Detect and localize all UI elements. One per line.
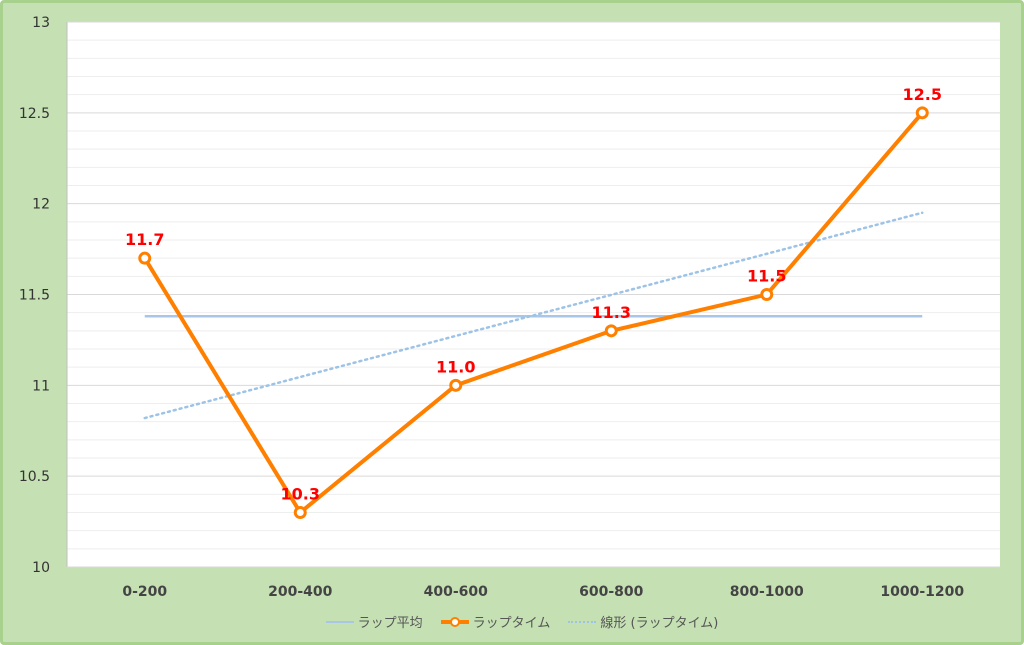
legend-item-trend: 線形 (ラップタイム) bbox=[568, 612, 718, 631]
legend-label-trend: 線形 (ラップタイム) bbox=[600, 616, 719, 631]
data-label: 12.5 bbox=[903, 85, 942, 104]
legend: ラップ平均 ラップタイム 線形 (ラップタイム) bbox=[0, 612, 1024, 634]
average-line-swatch bbox=[325, 616, 354, 628]
lap-time-point bbox=[604, 324, 618, 338]
x-tick-label: 600-800 bbox=[579, 584, 644, 600]
x-tick-label: 400-600 bbox=[424, 584, 489, 600]
trend-line bbox=[143, 211, 924, 420]
x-tick-label: 800-1000 bbox=[730, 584, 804, 600]
y-tick-label: 10.5 bbox=[19, 469, 50, 485]
trend-line-swatch bbox=[568, 616, 597, 628]
y-tick-label: 12 bbox=[32, 197, 50, 213]
lap-time-point bbox=[293, 506, 307, 519]
lap-time-point bbox=[760, 288, 774, 301]
y-tick-label: 13 bbox=[32, 15, 50, 31]
x-axis-ticks: 0-200 200-400 400-600 600-800 800-1000 1000-1… bbox=[122, 584, 964, 600]
y-tick-label: 10 bbox=[32, 560, 50, 576]
data-labels: 11.7 10.3 11.0 11.3 11.5 12.5 bbox=[125, 85, 942, 504]
lap-time-point bbox=[138, 251, 152, 265]
y-axis-ticks: 10 10.5 11 11.5 12 12.5 13 bbox=[19, 15, 50, 576]
legend-item-average: ラップ平均 bbox=[325, 612, 423, 631]
lap-time-line bbox=[143, 111, 924, 515]
y-tick-label: 11 bbox=[32, 378, 50, 394]
data-label: 10.3 bbox=[281, 485, 320, 504]
y-tick-label: 11.5 bbox=[19, 288, 50, 304]
lap-time-line-swatch bbox=[440, 616, 469, 628]
y-tick-label: 12.5 bbox=[19, 106, 50, 122]
data-label: 11.7 bbox=[125, 230, 164, 249]
data-label: 11.5 bbox=[747, 267, 786, 286]
lap-time-point bbox=[915, 106, 929, 120]
series-lines bbox=[138, 106, 929, 519]
legend-label-lap-time: ラップタイム bbox=[472, 616, 551, 631]
legend-item-lap-time: ラップタイム bbox=[440, 612, 551, 631]
x-tick-label: 0-200 bbox=[122, 584, 167, 600]
x-tick-label: 200-400 bbox=[268, 584, 333, 600]
lap-time-point bbox=[449, 378, 463, 392]
data-label: 11.3 bbox=[592, 303, 631, 322]
x-tick-label: 1000-1200 bbox=[880, 584, 964, 600]
legend-label-average: ラップ平均 bbox=[357, 616, 423, 631]
data-label: 11.0 bbox=[436, 357, 475, 376]
gridlines bbox=[66, 21, 1000, 568]
